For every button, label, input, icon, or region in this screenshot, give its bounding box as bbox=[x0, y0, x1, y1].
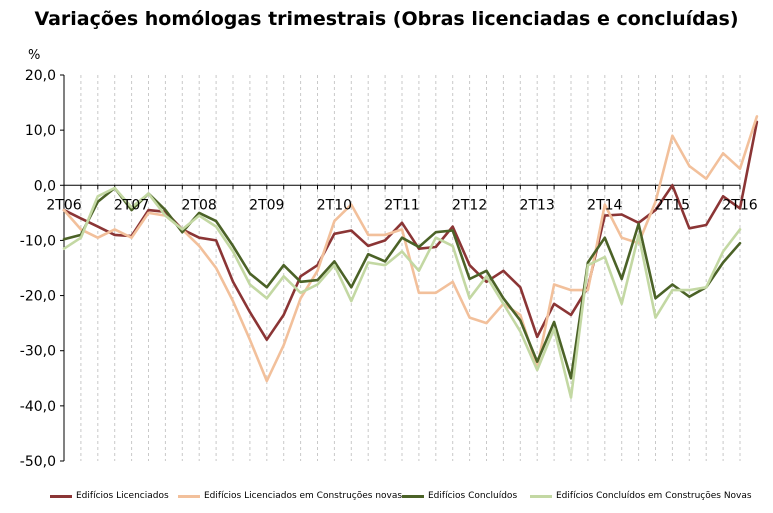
y-tick-label: -50,0 bbox=[20, 454, 56, 470]
grid bbox=[63, 75, 741, 461]
legend: Edifícios Licenciados Edifícios Licenciad… bbox=[0, 488, 773, 504]
x-tick-label: 2T10 bbox=[317, 197, 352, 213]
legend-item: Edifícios Licenciados em Construções nov… bbox=[178, 488, 402, 504]
x-tick-label: 2T15 bbox=[655, 197, 690, 213]
series-line bbox=[62, 115, 759, 383]
y-axis-unit: % bbox=[28, 48, 40, 63]
legend-label: Edifícios Concluídos bbox=[428, 491, 518, 501]
legend-swatch bbox=[50, 494, 72, 498]
x-tick-label: 2T06 bbox=[46, 197, 81, 213]
axes bbox=[60, 74, 741, 462]
x-tick-label: 2T11 bbox=[384, 197, 419, 213]
y-tick-label: -40,0 bbox=[20, 399, 56, 415]
y-tick-label: 20,0 bbox=[25, 68, 56, 84]
x-tick-label: 2T08 bbox=[182, 197, 217, 213]
legend-swatch bbox=[530, 494, 552, 498]
y-tick-label: -20,0 bbox=[20, 289, 56, 305]
y-tick-label: -30,0 bbox=[20, 344, 56, 360]
x-tick-label: 2T13 bbox=[520, 197, 555, 213]
legend-label: Edifícios Concluídos em Construções Nova… bbox=[556, 491, 752, 501]
x-tick-label: 2T14 bbox=[587, 197, 622, 213]
legend-swatch bbox=[178, 494, 200, 498]
x-tick-label: 2T16 bbox=[722, 197, 757, 213]
series-lines bbox=[62, 115, 759, 399]
series-line bbox=[62, 186, 742, 399]
legend-item: Edifícios Concluídos em Construções Nova… bbox=[530, 488, 752, 504]
x-tick-label: 2T07 bbox=[114, 197, 149, 213]
legend-label: Edifícios Licenciados bbox=[76, 491, 169, 501]
x-tick-label: 2T09 bbox=[249, 197, 284, 213]
y-tick-label: -10,0 bbox=[20, 233, 56, 249]
legend-item: Edifícios Concluídos bbox=[402, 488, 517, 504]
legend-swatch bbox=[402, 494, 424, 498]
legend-item: Edifícios Licenciados bbox=[50, 488, 169, 504]
x-tick-label: 2T12 bbox=[452, 197, 487, 213]
y-tick-label: 0,0 bbox=[34, 178, 56, 194]
legend-label: Edifícios Licenciados em Construções nov… bbox=[204, 491, 403, 501]
y-tick-label: 10,0 bbox=[25, 123, 56, 139]
chart-title: Variações homólogas trimestrais (Obras l… bbox=[34, 8, 739, 30]
axis-labels: 20,0 10,0 0,0 -10,0 -20,0 -30,0 -40,0 -50,0% 2T0… bbox=[20, 48, 758, 470]
